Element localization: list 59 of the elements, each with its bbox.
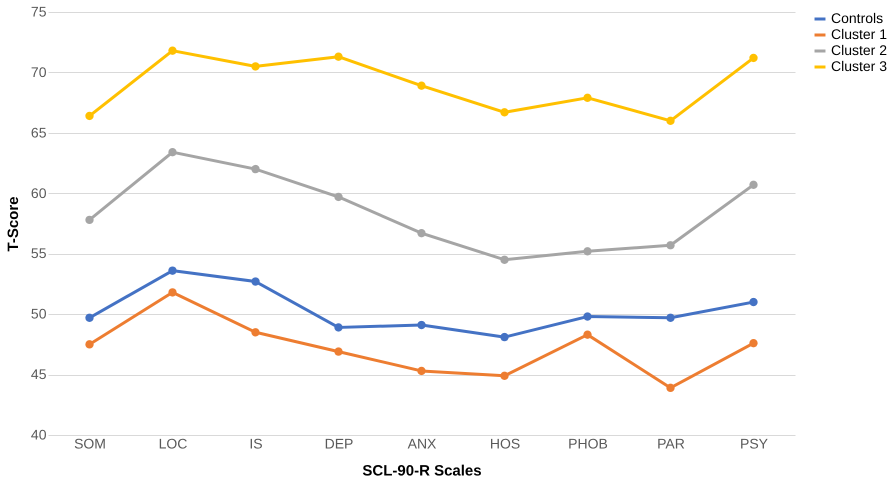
point <box>334 192 343 202</box>
point <box>417 82 426 90</box>
point <box>749 338 758 348</box>
point <box>85 314 94 322</box>
point <box>666 116 675 125</box>
x-tick-label: SOM <box>74 436 106 452</box>
point <box>666 241 675 250</box>
point <box>583 94 592 102</box>
point <box>85 340 94 349</box>
legend-label: Cluster 1 <box>831 26 888 42</box>
x-axis-title: SCL-90-R Scales <box>362 462 482 480</box>
point <box>749 180 758 189</box>
x-tick-label: PHOB <box>568 436 608 452</box>
x-tick-label: HOS <box>490 436 520 452</box>
point <box>500 108 509 116</box>
y-axis-title: T-Score <box>4 196 22 252</box>
point <box>85 216 94 224</box>
legend-label: Cluster 2 <box>831 42 888 58</box>
point <box>417 366 426 376</box>
x-tick-label: IS <box>249 436 263 452</box>
point <box>749 298 758 306</box>
point <box>583 312 592 321</box>
y-tick-label: 60 <box>30 184 47 201</box>
y-tick-label: 65 <box>30 124 47 140</box>
point <box>168 148 177 156</box>
point <box>417 320 426 330</box>
x-tick-label: PSY <box>740 436 769 452</box>
y-tick-label: 55 <box>30 245 47 262</box>
y-tick-label: 45 <box>30 366 47 382</box>
y-tick-label: 75 <box>30 4 47 20</box>
point <box>583 330 592 339</box>
point <box>500 256 509 264</box>
legend-label: Controls <box>831 10 884 26</box>
point <box>334 52 343 61</box>
point <box>583 247 592 256</box>
point <box>666 314 675 322</box>
point <box>500 332 509 342</box>
point <box>251 164 260 174</box>
x-tick-label: LOC <box>158 436 188 452</box>
point <box>749 54 758 62</box>
point <box>251 62 260 71</box>
point <box>85 112 94 120</box>
point <box>666 384 675 392</box>
x-tick-label: PAR <box>657 436 685 452</box>
y-tick-label: 40 <box>30 426 47 442</box>
x-tick-label: DEP <box>324 436 354 452</box>
point <box>500 372 509 380</box>
point <box>251 328 260 336</box>
y-tick-label: 70 <box>30 64 47 80</box>
y-tick-label: 50 <box>30 306 47 322</box>
point <box>168 288 177 297</box>
legend-label: Cluster 3 <box>831 58 888 74</box>
point <box>334 323 343 332</box>
point <box>251 277 260 286</box>
point <box>168 46 177 55</box>
point <box>168 266 177 275</box>
point <box>334 347 343 356</box>
x-tick-label: ANX <box>408 436 438 452</box>
point <box>417 228 426 238</box>
